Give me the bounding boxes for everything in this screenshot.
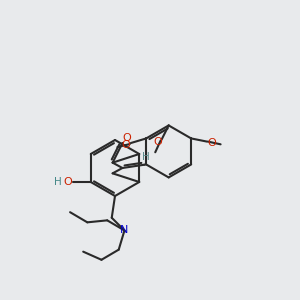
Text: O: O	[122, 133, 131, 143]
Text: H: H	[54, 177, 62, 187]
Text: O: O	[122, 140, 130, 150]
Text: N: N	[120, 226, 129, 236]
Text: O: O	[208, 138, 216, 148]
Text: H: H	[142, 152, 150, 162]
Text: O: O	[153, 137, 162, 147]
Text: O: O	[63, 177, 72, 187]
